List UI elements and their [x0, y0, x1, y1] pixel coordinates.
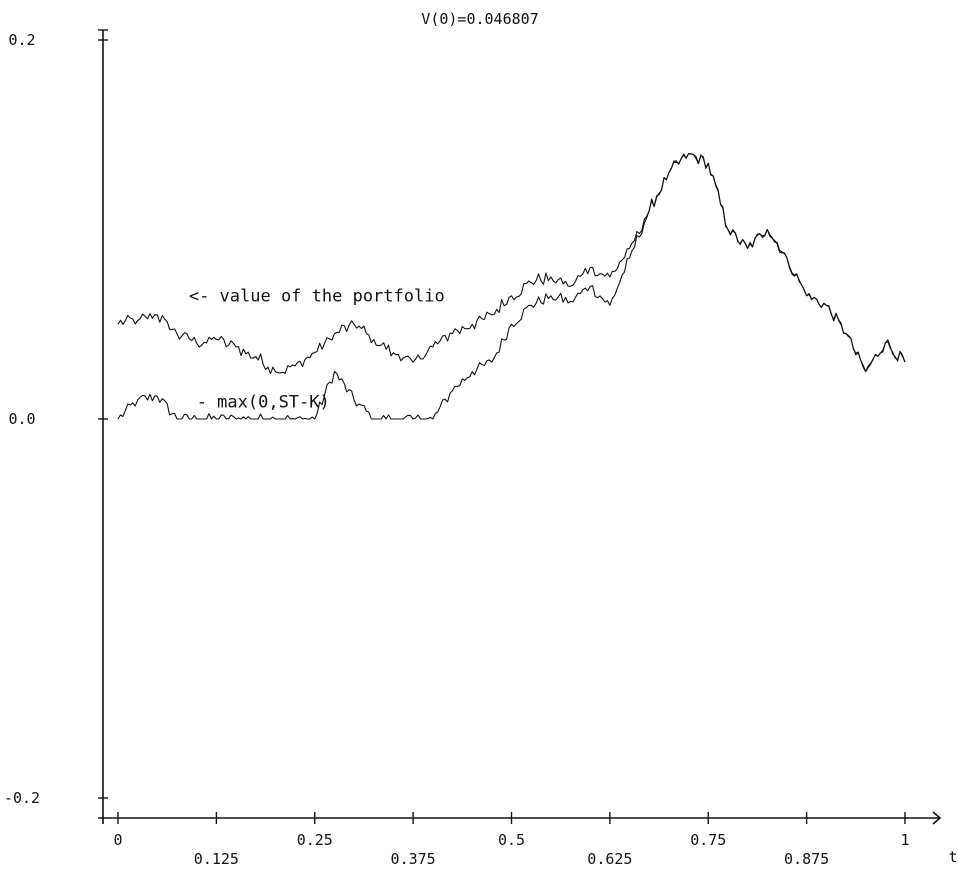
- x-tick-label: 1: [900, 831, 909, 849]
- ticks: 0.2 0.0 -0.2 0 0.25 0.5 0.75 1 0.125 0.375 0.625 0.…: [4, 29, 910, 868]
- series-portfolio-value: [117, 153, 906, 375]
- x-tick-label: 0: [113, 831, 122, 849]
- series-payoff: [117, 153, 906, 420]
- chart-title: V(0)=0.046807: [421, 10, 538, 28]
- x-axis-label: t: [948, 848, 957, 866]
- x-tick-label: 0.875: [784, 850, 829, 868]
- x-tick-label: 0.5: [498, 831, 525, 849]
- y-tick-label: 0.0: [8, 410, 35, 428]
- y-tick-label: 0.2: [8, 31, 35, 49]
- series-group: [117, 153, 906, 420]
- x-tick-label: 0.375: [391, 850, 436, 868]
- x-tick-label: 0.125: [194, 850, 239, 868]
- x-axis: t: [98, 811, 958, 866]
- y-tick-label: -0.2: [4, 789, 40, 807]
- x-tick-label: 0.25: [297, 831, 333, 849]
- x-axis-arrow: [932, 811, 942, 825]
- x-tick-label: 0.75: [690, 831, 726, 849]
- annotation-payoff: - max(0,ST-K): [197, 393, 330, 413]
- annotation-portfolio-value: <- value of the portfolio: [189, 287, 445, 307]
- x-tick-label: 0.625: [587, 850, 632, 868]
